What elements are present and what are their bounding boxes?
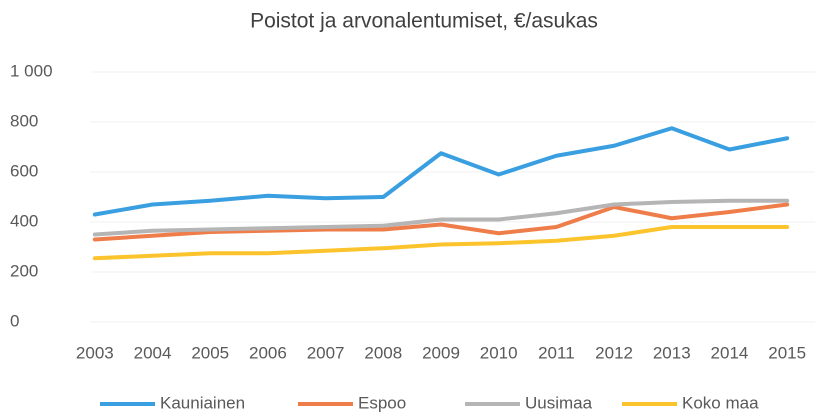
chart-title: Poistot ja arvonalentumiset, €/asukas (250, 10, 598, 33)
x-tick-label: 2009 (422, 343, 460, 362)
x-tick-label: 2012 (595, 343, 633, 362)
series-line (92, 225, 790, 261)
x-tick-label: 2010 (480, 343, 518, 362)
legend-label: Koko maa (682, 393, 759, 412)
y-tick-label: 600 (10, 161, 38, 180)
x-tick-label: 2008 (364, 343, 402, 362)
x-tick-label: 2013 (653, 343, 691, 362)
x-tick-label: 2007 (307, 343, 345, 362)
x-tick-label: 2004 (134, 343, 172, 362)
x-tick-label: 2005 (191, 343, 229, 362)
y-tick-label: 200 (10, 261, 38, 280)
legend-label: Espoo (358, 393, 406, 412)
legend-label: Uusimaa (525, 393, 593, 412)
y-tick-label: 400 (10, 211, 38, 230)
series-line (92, 202, 790, 242)
x-tick-label: 2015 (768, 343, 806, 362)
legend-label: Kauniainen (160, 393, 245, 412)
series-line (92, 126, 790, 217)
y-tick-label: 1 000 (10, 61, 53, 80)
x-tick-label: 2006 (249, 343, 287, 362)
y-tick-label: 0 (10, 311, 19, 330)
x-tick-label: 2011 (538, 343, 575, 362)
x-tick-label: 2014 (711, 343, 749, 362)
x-tick-label: 2003 (76, 343, 114, 362)
series-line (92, 198, 790, 237)
y-tick-label: 800 (10, 111, 38, 130)
